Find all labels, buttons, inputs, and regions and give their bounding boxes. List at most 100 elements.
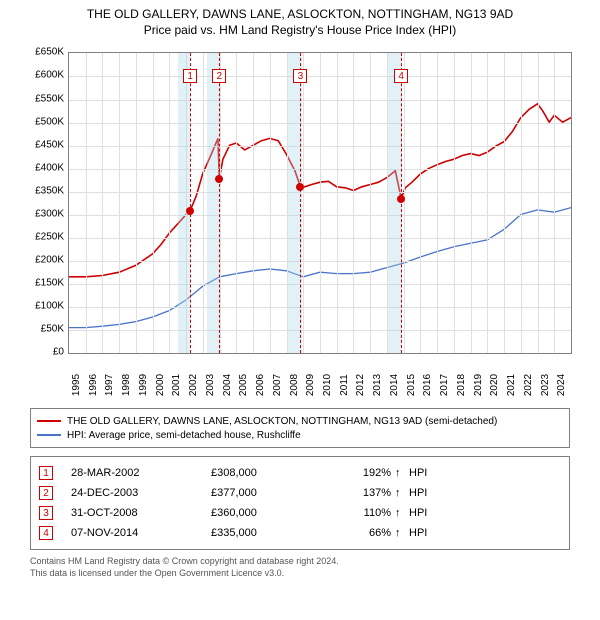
sales-row: 331-OCT-2008£360,000110%↑HPI	[39, 503, 561, 523]
event-marker-4: 4	[394, 69, 408, 83]
grid-line-v	[420, 53, 421, 353]
grid-line-v	[203, 53, 204, 353]
x-axis-label: 1997	[104, 374, 115, 396]
y-axis-label: £450K	[24, 139, 64, 150]
grid-line-v	[303, 53, 304, 353]
x-axis-label: 2007	[272, 374, 283, 396]
y-axis-label: £300K	[24, 208, 64, 219]
sale-price: £360,000	[211, 507, 321, 519]
footnote-line-1: Contains HM Land Registry data © Crown c…	[30, 556, 570, 568]
x-axis-label: 2021	[506, 374, 517, 396]
grid-line-v	[102, 53, 103, 353]
chart-container: 1 2 3 4 £0 £50K £100K £150K £200K £250K £300K £350…	[20, 42, 580, 402]
sale-date: 31-OCT-2008	[71, 507, 211, 519]
event-dash-line	[401, 53, 402, 353]
x-axis-label: 2004	[222, 374, 233, 396]
grid-line-v	[253, 53, 254, 353]
event-marker-3: 3	[293, 69, 307, 83]
grid-line-v	[337, 53, 338, 353]
grid-line-v	[236, 53, 237, 353]
year-band	[207, 53, 220, 353]
sales-row: 224-DEC-2003£377,000137%↑HPI	[39, 483, 561, 503]
sales-row: 407-NOV-2014£335,00066%↑HPI	[39, 523, 561, 543]
sale-hpi-label: HPI	[409, 487, 427, 499]
grid-line-v	[437, 53, 438, 353]
y-axis-label: £100K	[24, 301, 64, 312]
x-axis-label: 2002	[188, 374, 199, 396]
x-axis-label: 2014	[389, 374, 400, 396]
event-marker-2: 2	[212, 69, 226, 83]
x-axis-label: 2017	[439, 374, 450, 396]
x-axis-label: 2006	[255, 374, 266, 396]
legend-item-hpi: HPI: Average price, semi-detached house,…	[37, 428, 563, 442]
sale-price: £377,000	[211, 487, 321, 499]
grid-line-v	[471, 53, 472, 353]
x-axis-label: 2024	[556, 374, 567, 396]
legend-label-hpi: HPI: Average price, semi-detached house,…	[67, 430, 301, 441]
sale-price: £308,000	[211, 467, 321, 479]
y-axis-label: £150K	[24, 278, 64, 289]
title-line-1: THE OLD GALLERY, DAWNS LANE, ASLOCKTON, …	[0, 6, 600, 22]
grid-line-v	[136, 53, 137, 353]
x-axis-label: 2020	[489, 374, 500, 396]
y-axis-label: £650K	[24, 47, 64, 58]
event-dash-line	[300, 53, 301, 353]
sales-table: 128-MAR-2002£308,000192%↑HPI224-DEC-2003…	[30, 456, 570, 550]
grid-line-v	[554, 53, 555, 353]
grid-line-v	[404, 53, 405, 353]
event-marker-1: 1	[183, 69, 197, 83]
y-axis-label: £350K	[24, 185, 64, 196]
y-axis-label: £0	[24, 347, 64, 358]
sale-delta: 137%	[321, 487, 395, 499]
x-axis-label: 2016	[422, 374, 433, 396]
legend-label-property: THE OLD GALLERY, DAWNS LANE, ASLOCKTON, …	[67, 416, 497, 427]
x-axis-label: 2009	[305, 374, 316, 396]
sales-row: 1 28-MAR-2002£308,000192%↑HPI	[39, 463, 561, 483]
x-axis-label: 2008	[289, 374, 300, 396]
x-axis-label: 2018	[456, 374, 467, 396]
up-arrow-icon: ↑	[395, 507, 409, 519]
sale-date: 07-NOV-2014	[71, 527, 211, 539]
event-dash-line	[190, 53, 191, 353]
up-arrow-icon: ↑	[395, 527, 409, 539]
event-dash-line	[219, 53, 220, 353]
grid-line-v	[370, 53, 371, 353]
legend-swatch-hpi	[37, 434, 61, 436]
up-arrow-icon: ↑	[395, 467, 409, 479]
legend-swatch-property	[37, 420, 61, 422]
sale-delta: 66%	[321, 527, 395, 539]
y-axis-label: £600K	[24, 70, 64, 81]
x-axis-label: 2019	[473, 374, 484, 396]
x-axis-label: 1995	[71, 374, 82, 396]
title-line-2: Price paid vs. HM Land Registry's House …	[0, 22, 600, 38]
x-axis-label: 2015	[406, 374, 417, 396]
event-dot-2	[215, 175, 223, 183]
plot-area: 1 2 3 4	[68, 52, 572, 354]
grid-line-v	[504, 53, 505, 353]
chart-title-block: THE OLD GALLERY, DAWNS LANE, ASLOCKTON, …	[0, 0, 600, 38]
x-axis-label: 1998	[121, 374, 132, 396]
grid-line-v	[153, 53, 154, 353]
x-axis-label: 1996	[88, 374, 99, 396]
grid-line-v	[454, 53, 455, 353]
footnote: Contains HM Land Registry data © Crown c…	[30, 556, 570, 579]
up-arrow-icon: ↑	[395, 487, 409, 499]
sale-delta: 192%	[321, 467, 395, 479]
x-axis-label: 2011	[339, 375, 350, 397]
event-dot-1	[186, 207, 194, 215]
sale-index-box: 1	[39, 466, 53, 480]
sale-delta: 110%	[321, 507, 395, 519]
x-axis-label: 2003	[205, 374, 216, 396]
footnote-line-2: This data is licensed under the Open Gov…	[30, 568, 570, 580]
sale-date: 28-MAR-2002	[71, 467, 211, 479]
y-axis-label: £500K	[24, 116, 64, 127]
x-axis-label: 2012	[355, 374, 366, 396]
grid-line-v	[353, 53, 354, 353]
sale-price: £335,000	[211, 527, 321, 539]
sale-hpi-label: HPI	[409, 467, 427, 479]
y-axis-label: £50K	[24, 324, 64, 335]
legend-box: THE OLD GALLERY, DAWNS LANE, ASLOCKTON, …	[30, 408, 570, 448]
y-axis-label: £200K	[24, 255, 64, 266]
y-axis-label: £250K	[24, 231, 64, 242]
x-axis-label: 2005	[238, 374, 249, 396]
